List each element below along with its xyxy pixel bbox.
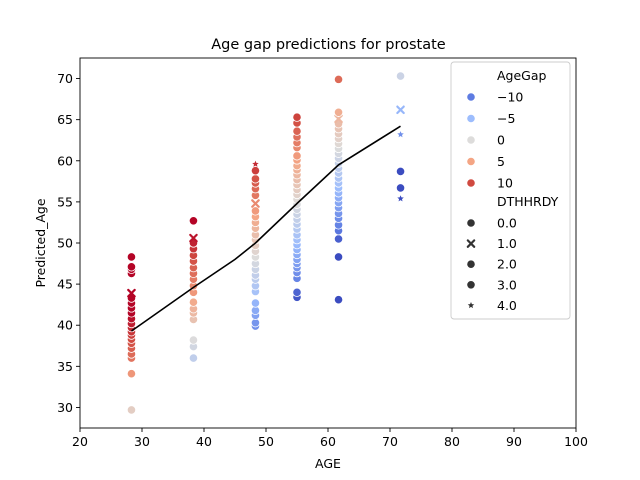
data-point	[334, 114, 343, 124]
data-point	[292, 151, 302, 161]
data-point	[189, 233, 198, 243]
legend-style-label: 1.0	[497, 236, 517, 251]
data-point	[126, 369, 137, 379]
data-point	[396, 105, 405, 115]
y-tick-label: 55	[57, 194, 73, 209]
data-point	[126, 252, 137, 262]
data-point	[126, 405, 137, 415]
data-point	[251, 199, 260, 208]
legend: AgeGap −10 −5 0 5 10 DTHHRDY 0.0 1.0 2.0 3.0 4.0	[450, 61, 571, 320]
x-tick-label: 100	[564, 434, 588, 449]
x-tick-label: 90	[506, 434, 522, 449]
y-axis-label: Predicted_Age	[33, 198, 48, 287]
legend-hue-label: −10	[497, 90, 523, 105]
legend-style-title: DTHHRDY	[497, 194, 559, 209]
data-point	[188, 353, 199, 363]
data-point	[397, 195, 404, 202]
data-point	[188, 297, 199, 307]
data-point	[188, 216, 199, 226]
data-point	[333, 252, 344, 262]
legend-hue-label: 0	[497, 133, 505, 148]
legend-style-label: 0.0	[497, 216, 517, 231]
data-point	[395, 166, 406, 177]
legend-hue-marker	[466, 178, 476, 188]
data-point	[333, 234, 344, 244]
legend-hue-title: AgeGap	[497, 68, 547, 83]
x-tick-label: 60	[320, 434, 336, 449]
data-point	[395, 71, 406, 81]
x-tick-label: 20	[72, 434, 88, 449]
y-tick-label: 65	[57, 112, 73, 127]
legend-hue-marker	[466, 156, 476, 167]
x-axis-label: AGE	[315, 456, 341, 471]
data-point	[126, 262, 137, 272]
legend-hue-label: −5	[497, 111, 515, 126]
y-tick-label: 60	[57, 153, 73, 168]
chart-title: Age gap predictions for prostate	[211, 37, 446, 53]
legend-hue-marker	[466, 135, 476, 145]
data-point	[333, 74, 344, 84]
y-tick-label: 45	[57, 277, 73, 292]
data-point	[250, 174, 261, 184]
points-layer	[126, 71, 406, 415]
y-tick-label: 30	[57, 400, 73, 415]
legend-hue-label: 10	[497, 176, 513, 191]
legend-hue-entries: −10 −5 0 5 10	[466, 90, 523, 191]
trend-line	[131, 125, 401, 332]
data-point	[397, 131, 404, 138]
data-point	[252, 160, 259, 167]
legend-style-marker	[466, 259, 476, 269]
legend-style-label: 2.0	[497, 257, 517, 272]
y-tick-label: 70	[57, 71, 73, 86]
x-tick-label: 50	[258, 434, 274, 449]
legend-style-label: 4.0	[497, 298, 517, 313]
data-point	[395, 183, 406, 193]
data-point	[292, 112, 302, 122]
x-tick-label: 70	[382, 434, 398, 449]
legend-hue-marker	[466, 92, 476, 102]
legend-style-marker	[467, 302, 475, 309]
legend-style-marker	[466, 218, 476, 228]
data-point	[292, 287, 302, 297]
y-tick-label: 40	[57, 318, 73, 333]
data-point	[250, 298, 261, 308]
data-point	[292, 126, 302, 136]
legend-style-marker	[466, 280, 476, 290]
data-point	[333, 295, 344, 305]
x-tick-label: 30	[134, 434, 150, 449]
data-point	[188, 335, 199, 345]
data-point	[127, 288, 136, 298]
legend-hue-marker	[466, 113, 476, 124]
legend-style-marker	[466, 239, 476, 248]
x-tick-label: 80	[444, 434, 460, 449]
legend-hue-label: 5	[497, 154, 505, 169]
y-tick-label: 50	[57, 236, 73, 251]
data-point	[250, 166, 261, 176]
x-tick-label: 40	[196, 434, 212, 449]
data-point	[250, 206, 261, 216]
legend-style-label: 3.0	[497, 277, 517, 292]
legend-style-entries: 0.0 1.0 2.0 3.0 4.0	[466, 216, 517, 313]
data-point	[333, 107, 344, 117]
y-tick-label: 35	[57, 359, 73, 374]
legend-box	[450, 61, 571, 320]
